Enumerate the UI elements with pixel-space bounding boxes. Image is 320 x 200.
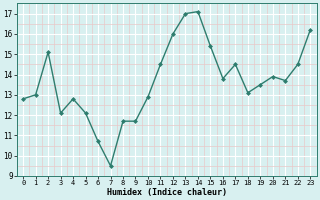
X-axis label: Humidex (Indice chaleur): Humidex (Indice chaleur) bbox=[107, 188, 227, 197]
